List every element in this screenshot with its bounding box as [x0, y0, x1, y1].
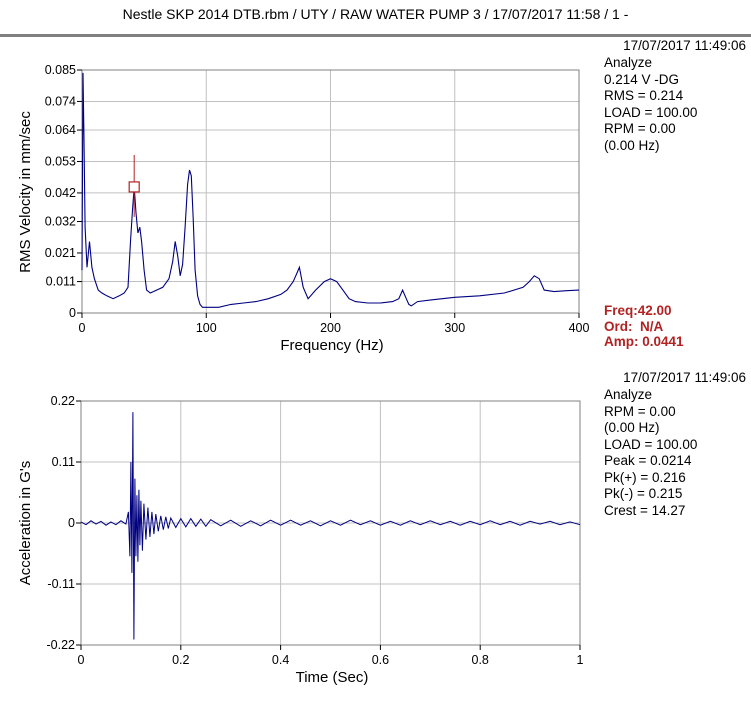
spectrum-x-tick-label: 0: [79, 321, 86, 335]
spectrum-grid: [81, 69, 580, 314]
header-divider: [0, 34, 751, 37]
spectrum-y-tick-label: 0.074: [45, 94, 76, 108]
waveform-x-tick-label: 0.8: [472, 653, 489, 667]
spectrum-info-line: RPM = 0.00: [604, 121, 676, 136]
waveform-info-line: Crest = 14.27: [604, 502, 686, 518]
spectrum-y-tick-label: 0.032: [45, 215, 76, 229]
waveform-x-tick-label: 0.2: [172, 653, 189, 667]
waveform-x-tick-label: 0.6: [372, 653, 389, 667]
waveform-y-axis-title: Acceleration in G's: [17, 461, 34, 586]
spectrum-info-panel: 17/07/2017 11:49:06 Analyze 0.214 V -DG …: [604, 38, 746, 168]
waveform-info-line: Peak = 0.0214: [604, 453, 692, 468]
waveform-x-axis-title: Time (Sec): [296, 669, 369, 686]
waveform-timestamp: 17/07/2017 11:49:06: [623, 370, 746, 385]
waveform-info-line: Analyze: [604, 387, 653, 402]
cursor-amp: Amp: 0.0441: [604, 334, 684, 349]
waveform-info-line: RPM = 0.00: [604, 403, 676, 419]
spectrum-info-line: LOAD = 100.00: [604, 104, 698, 120]
waveform-y-tick-label: 0.22: [51, 394, 75, 408]
cursor-marker: [128, 181, 140, 193]
waveform-info-line: Pk(-) = 0.215: [604, 486, 683, 501]
spectrum-x-axis-title: Frequency (Hz): [280, 337, 383, 354]
spectrum-y-tick-label: 0.085: [45, 63, 76, 77]
window-title: Nestle SKP 2014 DTB.rbm / UTY / RAW WATE…: [122, 6, 629, 22]
spectrum-x-ticks: 0 100 200 300 400: [79, 313, 590, 335]
waveform-info-line: LOAD = 100.00: [604, 436, 698, 452]
spectrum-y-ticks: 0 0.011 0.021 0.032 0.042 0.053 0.064 0.074 0.08…: [45, 63, 82, 320]
waveform-y-tick-label: 0: [68, 516, 75, 530]
waveform-x-tick-label: 1: [577, 653, 584, 667]
spectrum-info-line: (0.00 Hz): [604, 137, 660, 153]
spectrum-info-line: Analyze: [604, 55, 653, 70]
spectrum-x-tick-label: 200: [320, 321, 341, 335]
spectrum-x-tick-label: 400: [569, 321, 590, 335]
cursor-readout: Freq:42.00 Ord: N/A Amp: 0.0441: [604, 303, 684, 350]
spectrum-y-tick-label: 0.011: [46, 275, 76, 289]
spectrum-y-axis-title: RMS Velocity in mm/sec: [17, 111, 34, 273]
waveform-y-tick-label: -0.22: [47, 638, 76, 652]
spectrum-info-line: 0.214 V -DG: [604, 71, 680, 87]
spectrum-x-tick-label: 300: [444, 321, 465, 335]
spectrum-y-tick-label: 0.021: [45, 246, 76, 260]
spectrum-y-tick-label: 0.053: [45, 154, 76, 168]
waveform-y-ticks: -0.22 -0.11 0 0.11 0.22: [47, 394, 81, 652]
waveform-x-tick-label: 0: [78, 653, 85, 667]
spectrum-info-line: RMS = 0.214: [604, 88, 684, 103]
waveform-x-ticks: 0 0.2 0.4 0.6 0.8 1: [78, 645, 584, 667]
cursor-freq: Freq:42.00: [604, 303, 672, 318]
cursor-ord: Ord: N/A: [604, 318, 664, 334]
waveform-trace: [80, 412, 581, 640]
spectrum-trace: [81, 72, 580, 308]
spectrum-y-tick-label: 0.064: [45, 123, 76, 137]
spectrum-x-tick-label: 100: [196, 321, 217, 335]
waveform-info-line: (0.00 Hz): [604, 420, 660, 435]
waveform-info-panel: 17/07/2017 11:49:06 Analyze RPM = 0.00 (…: [604, 370, 746, 530]
spectrum-timestamp: 17/07/2017 11:49:06: [623, 38, 746, 53]
waveform-y-tick-label: -0.11: [47, 577, 75, 591]
waveform-x-tick-label: 0.4: [272, 653, 289, 667]
spectrum-y-tick-label: 0.042: [45, 186, 76, 200]
waveform-info-line: Pk(+) = 0.216: [604, 469, 686, 485]
spectrum-cursor: [128, 154, 140, 217]
waveform-y-tick-label: 0.11: [52, 455, 75, 469]
spectrum-y-tick-label: 0: [69, 306, 76, 320]
